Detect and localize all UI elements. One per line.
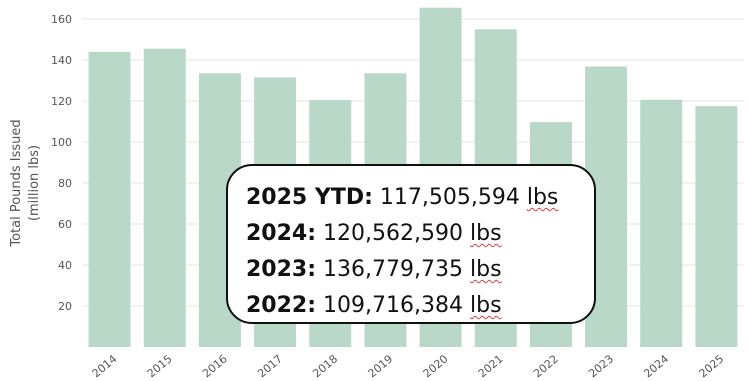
y-tick-label: 60 bbox=[58, 218, 72, 231]
x-tick-label: 2017 bbox=[255, 352, 285, 380]
y-tick-label: 100 bbox=[51, 136, 72, 149]
y-tick-label: 160 bbox=[51, 13, 72, 26]
x-tick-label: 2016 bbox=[200, 352, 230, 380]
x-tick-label: 2022 bbox=[531, 352, 561, 380]
callout-label: 2024: bbox=[246, 221, 317, 246]
y-tick-label: 140 bbox=[51, 54, 72, 67]
callout-line-2022: 2022: 109,716,384 lbs bbox=[246, 288, 594, 324]
bar-2025 bbox=[695, 106, 738, 347]
callout-label: 2023: bbox=[246, 257, 317, 282]
callout-line-2025: 2025 YTD: 117,505,594 lbs bbox=[246, 180, 594, 216]
callout-unit: lbs bbox=[470, 257, 502, 282]
y-axis-title-line2: (million lbs) bbox=[27, 145, 42, 221]
callout-line-2023: 2023: 136,779,735 lbs bbox=[246, 252, 594, 288]
summary-callout: 2025 YTD: 117,505,594 lbs 2024: 120,562,… bbox=[226, 164, 596, 324]
y-tick-label: 40 bbox=[58, 259, 72, 272]
x-tick-label: 2025 bbox=[697, 352, 727, 380]
x-tick-label: 2019 bbox=[366, 352, 396, 380]
x-tick-label: 2024 bbox=[641, 352, 671, 380]
callout-value: 109,716,384 bbox=[323, 293, 463, 318]
bar-2024 bbox=[640, 99, 683, 348]
x-tick-label: 2018 bbox=[310, 352, 340, 380]
callout-label: 2025 YTD: bbox=[246, 185, 373, 210]
x-tick-label: 2020 bbox=[421, 352, 451, 380]
y-tick-label: 120 bbox=[51, 95, 72, 108]
y-axis-title-line1: Total Pounds Issued bbox=[9, 119, 24, 247]
callout-value: 117,505,594 bbox=[379, 185, 520, 210]
callout-value: 120,562,590 bbox=[323, 221, 463, 246]
y-tick-labels: 20 40 60 80 100 120 140 160 bbox=[51, 13, 72, 313]
bar-2014 bbox=[88, 51, 131, 348]
callout-value: 136,779,735 bbox=[323, 257, 463, 282]
y-tick-label: 20 bbox=[58, 300, 72, 313]
callout-unit: lbs bbox=[526, 185, 559, 210]
callout-label: 2022: bbox=[246, 293, 317, 318]
x-tick-labels: 2014 2015 2016 2017 2018 2019 2020 2021 2022 2023… bbox=[90, 352, 727, 380]
x-tick-label: 2015 bbox=[145, 352, 175, 380]
x-tick-label: 2023 bbox=[586, 352, 616, 380]
callout-unit: lbs bbox=[470, 221, 502, 246]
x-tick-label: 2014 bbox=[90, 352, 120, 380]
y-tick-label: 80 bbox=[58, 177, 72, 190]
callout-unit: lbs bbox=[470, 293, 502, 318]
callout-line-2024: 2024: 120,562,590 lbs bbox=[246, 216, 594, 252]
x-tick-label: 2021 bbox=[476, 352, 506, 380]
bar-2015 bbox=[143, 48, 186, 347]
